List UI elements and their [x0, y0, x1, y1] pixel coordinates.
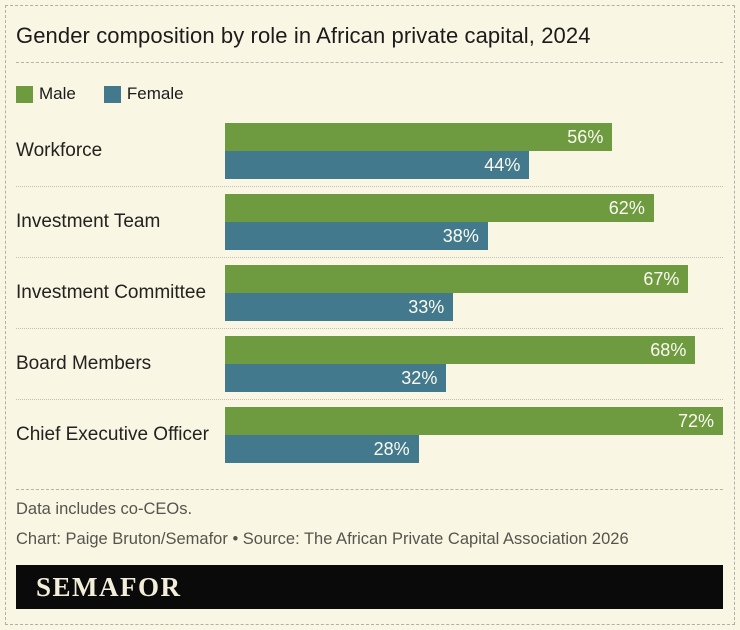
chart-credit: Chart: Paige Bruton/Semafor • Source: Th… [16, 530, 629, 548]
male-bar-value: 68% [650, 339, 687, 360]
female-bar: 38% [225, 222, 488, 250]
female-bar-value: 38% [442, 225, 479, 246]
female-bar: 32% [225, 364, 447, 392]
female-bar-value: 44% [484, 154, 521, 175]
bar-group: 68% 32% [225, 336, 723, 392]
row-label: Board Members [16, 353, 152, 374]
row-label: Investment Committee [16, 282, 207, 303]
male-swatch [16, 85, 33, 103]
chart-row: Board Members 68% 32% [16, 336, 723, 392]
legend-label-male: Male [39, 84, 76, 103]
male-bar: 68% [225, 336, 696, 364]
male-bar-value: 67% [643, 268, 680, 289]
chart-note: Data includes co-CEOs. [16, 500, 193, 518]
chart-content: Gender composition by role in African pr… [16, 0, 723, 609]
semafor-logo: SEMAFOR [36, 571, 182, 602]
row-label: Chief Executive Officer [16, 424, 209, 445]
bar-group: 62% 38% [225, 194, 723, 250]
bar-chart: Workforce 56% 44% Investment Team 62% 38% Inve… [16, 123, 723, 463]
chart-title: Gender composition by role in African pr… [16, 23, 591, 48]
row-label: Investment Team [16, 211, 161, 232]
female-bar: 33% [225, 293, 454, 321]
legend: Male Female [16, 84, 723, 104]
male-bar-value: 56% [567, 126, 604, 147]
bar-group: 56% 44% [225, 123, 723, 179]
male-bar: 62% [225, 194, 654, 222]
legend-item-male: Male [16, 84, 76, 104]
female-swatch [103, 85, 121, 103]
male-bar: 72% [225, 407, 723, 435]
footer-divider [16, 489, 723, 490]
male-bar-value: 62% [608, 197, 645, 218]
row-separator [16, 399, 723, 400]
male-bar: 56% [225, 123, 613, 151]
bar-group: 67% 33% [225, 265, 723, 321]
chart-row: Investment Team 62% 38% [16, 194, 723, 250]
legend-item-female: Female [103, 84, 184, 104]
row-separator [16, 328, 723, 329]
row-separator [16, 257, 723, 258]
chart-row: Investment Committee 67% 33% [16, 265, 723, 321]
chart-row: Chief Executive Officer 72% 28% [16, 407, 723, 463]
female-bar: 44% [225, 151, 530, 179]
female-bar-value: 28% [373, 438, 410, 459]
chart-row: Workforce 56% 44% [16, 123, 723, 179]
legend-label-female: Female [126, 84, 184, 103]
female-bar: 28% [225, 435, 419, 463]
bar-group: 72% 28% [225, 407, 723, 463]
female-bar-value: 32% [401, 367, 438, 388]
female-bar-value: 33% [408, 296, 445, 317]
row-separator [16, 186, 723, 187]
title-divider [16, 62, 723, 63]
row-label: Workforce [16, 140, 103, 161]
semafor-logo-bar: SEMAFOR [16, 565, 723, 609]
male-bar-value: 72% [677, 410, 714, 431]
male-bar: 67% [225, 265, 689, 293]
